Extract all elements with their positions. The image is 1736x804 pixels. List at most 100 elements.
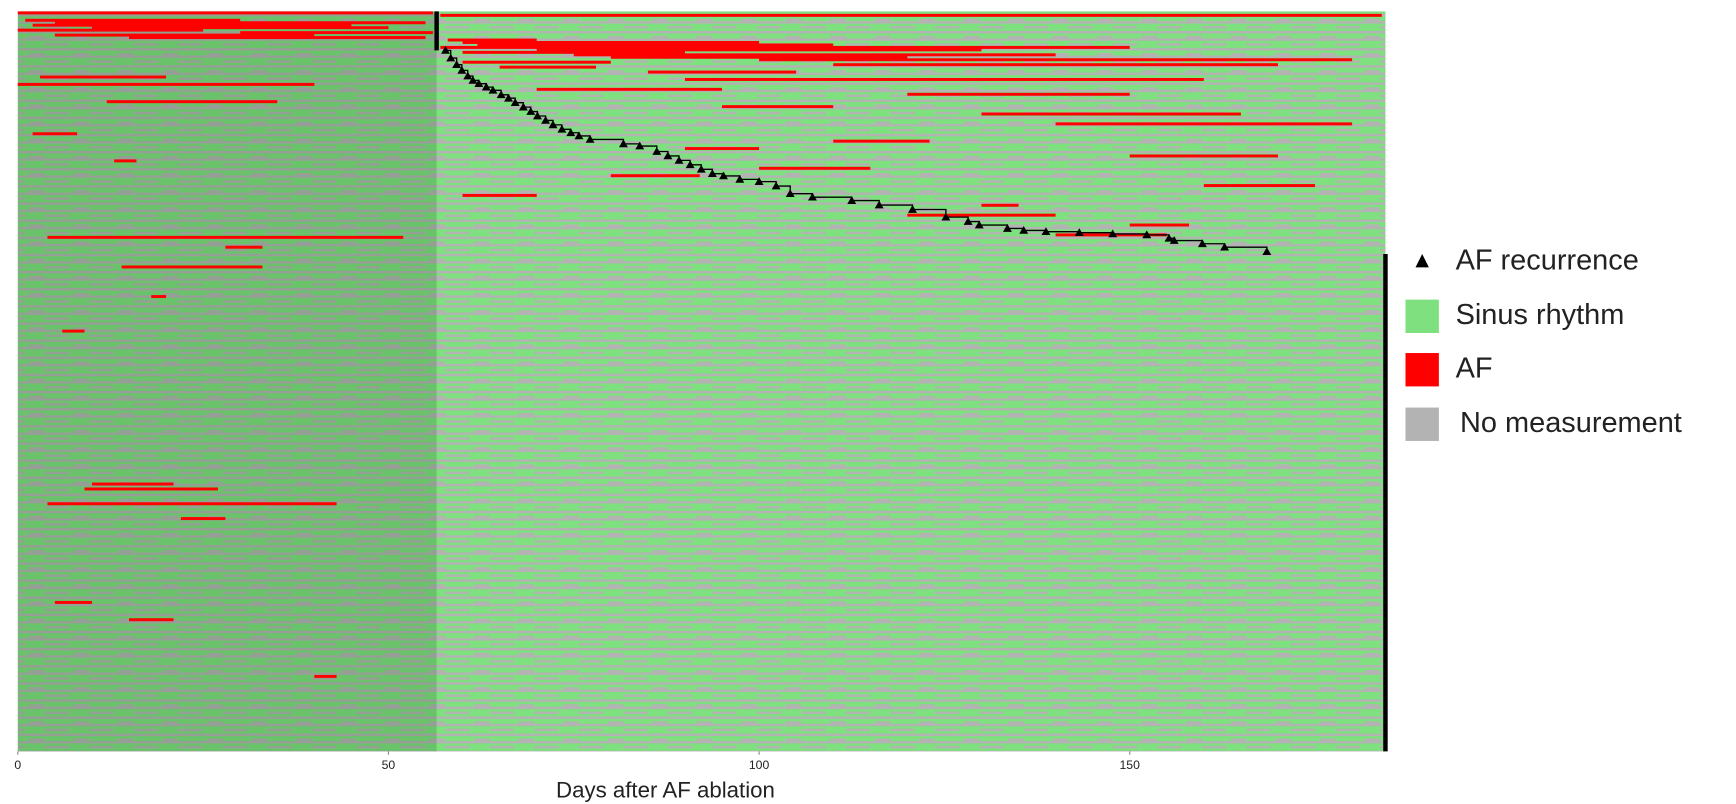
af-episode — [32, 132, 78, 136]
recurrence-marker — [874, 200, 884, 209]
af-episode — [907, 213, 1056, 217]
x-tick-label: 50 — [382, 758, 396, 772]
af-episode — [610, 174, 700, 178]
legend: AF recurrence Sinus rhythm AF No measure… — [1405, 244, 1682, 441]
af-episode — [32, 23, 352, 27]
af-episode — [62, 329, 85, 333]
legend-label: No measurement — [1460, 407, 1682, 439]
af-episode — [54, 600, 92, 604]
af-episode — [462, 60, 611, 64]
af-episode — [440, 13, 1382, 17]
recurrence-marker — [963, 217, 973, 225]
af-episode — [40, 75, 167, 79]
af-episode — [684, 147, 760, 151]
af-episode — [1129, 223, 1190, 227]
af-episode — [647, 70, 797, 74]
af-episode — [684, 78, 1204, 81]
af-episode — [536, 87, 723, 91]
recurrence-marker — [468, 76, 478, 84]
af-episode — [128, 618, 174, 622]
recurrence-marker — [557, 124, 567, 133]
recurrence-marker — [618, 139, 628, 148]
recurrence-marker — [1220, 242, 1230, 251]
af-episode — [833, 139, 930, 143]
recurrence-marker — [696, 164, 706, 173]
recurrence-marker — [510, 98, 520, 107]
af-episode — [610, 55, 908, 59]
recurrence-marker — [847, 196, 857, 204]
af-episode — [180, 517, 226, 521]
af-episode — [1129, 154, 1278, 158]
af-episode — [536, 48, 982, 52]
legend-swatch — [1405, 407, 1439, 441]
af-episode — [17, 82, 315, 86]
af-episode — [573, 53, 1056, 57]
recurrence-marker — [735, 174, 745, 183]
af-episode — [314, 674, 337, 678]
af-episode — [462, 41, 760, 44]
recurrence-marker — [908, 205, 917, 213]
af-episode — [121, 265, 263, 269]
x-tick-label: 0 — [14, 758, 21, 772]
recurrence-marker — [1041, 227, 1051, 236]
recurrence-marker — [652, 147, 662, 155]
af-episode — [759, 166, 871, 170]
recurrence-marker — [754, 177, 764, 185]
recurrence-marker — [635, 141, 645, 150]
af-episode — [1203, 184, 1316, 188]
legend-label: AF — [1456, 352, 1493, 384]
af-episode — [833, 63, 1278, 67]
recurrence-marker — [771, 181, 781, 190]
recurrence-marker — [674, 155, 684, 164]
af-episode — [240, 31, 433, 35]
recurrence-marker — [1164, 233, 1174, 242]
af-episode — [759, 58, 1353, 62]
recurrence-marker — [496, 90, 506, 99]
legend-swatch — [1405, 353, 1439, 387]
recurrence-marker — [1019, 225, 1029, 234]
recurrence-marker — [474, 79, 484, 88]
recurrence-marker — [541, 115, 551, 124]
af-episode — [17, 11, 433, 15]
recurrence-marker — [663, 151, 673, 160]
recurrence-marker — [481, 82, 491, 91]
af-episode — [128, 36, 426, 40]
af-episode — [462, 193, 537, 197]
recurrence-marker — [504, 93, 513, 102]
recurrence-marker — [548, 120, 558, 129]
recurrence-marker — [446, 53, 456, 62]
recurrence-marker — [518, 102, 528, 111]
recurrence-marker — [488, 85, 498, 94]
recurrence-marker — [808, 192, 817, 201]
af-episode — [25, 18, 241, 22]
recurrence-marker — [457, 65, 467, 74]
recurrence-marker — [941, 212, 951, 221]
af-episode — [981, 112, 1241, 116]
x-axis-label: Days after AF ablation — [556, 777, 775, 802]
recurrence-marker — [1169, 236, 1179, 244]
plot-area — [17, 11, 1386, 752]
af-episode — [447, 38, 537, 42]
recurrence-marker — [566, 128, 576, 137]
af-episode — [17, 28, 204, 32]
legend-marker — [1415, 253, 1429, 268]
recurrence-marker — [974, 220, 984, 229]
legend-label: AF recurrence — [1456, 244, 1639, 276]
af-episode — [225, 245, 263, 249]
recurrence-marker — [463, 71, 473, 80]
af-episode — [477, 43, 834, 47]
af-episode — [722, 105, 834, 109]
af-episode — [91, 482, 174, 486]
recurrence-marker — [585, 134, 595, 143]
recurrence-marker — [1197, 239, 1207, 248]
af-episode — [907, 92, 1130, 96]
recurrence-marker — [574, 131, 584, 140]
af-episode — [151, 295, 167, 299]
af-episode — [54, 33, 315, 37]
af-episode — [462, 50, 685, 54]
recurrence-marker — [1074, 228, 1084, 237]
recurrence-marker — [707, 169, 717, 178]
af-episode — [84, 487, 218, 491]
af-episode — [499, 65, 597, 69]
